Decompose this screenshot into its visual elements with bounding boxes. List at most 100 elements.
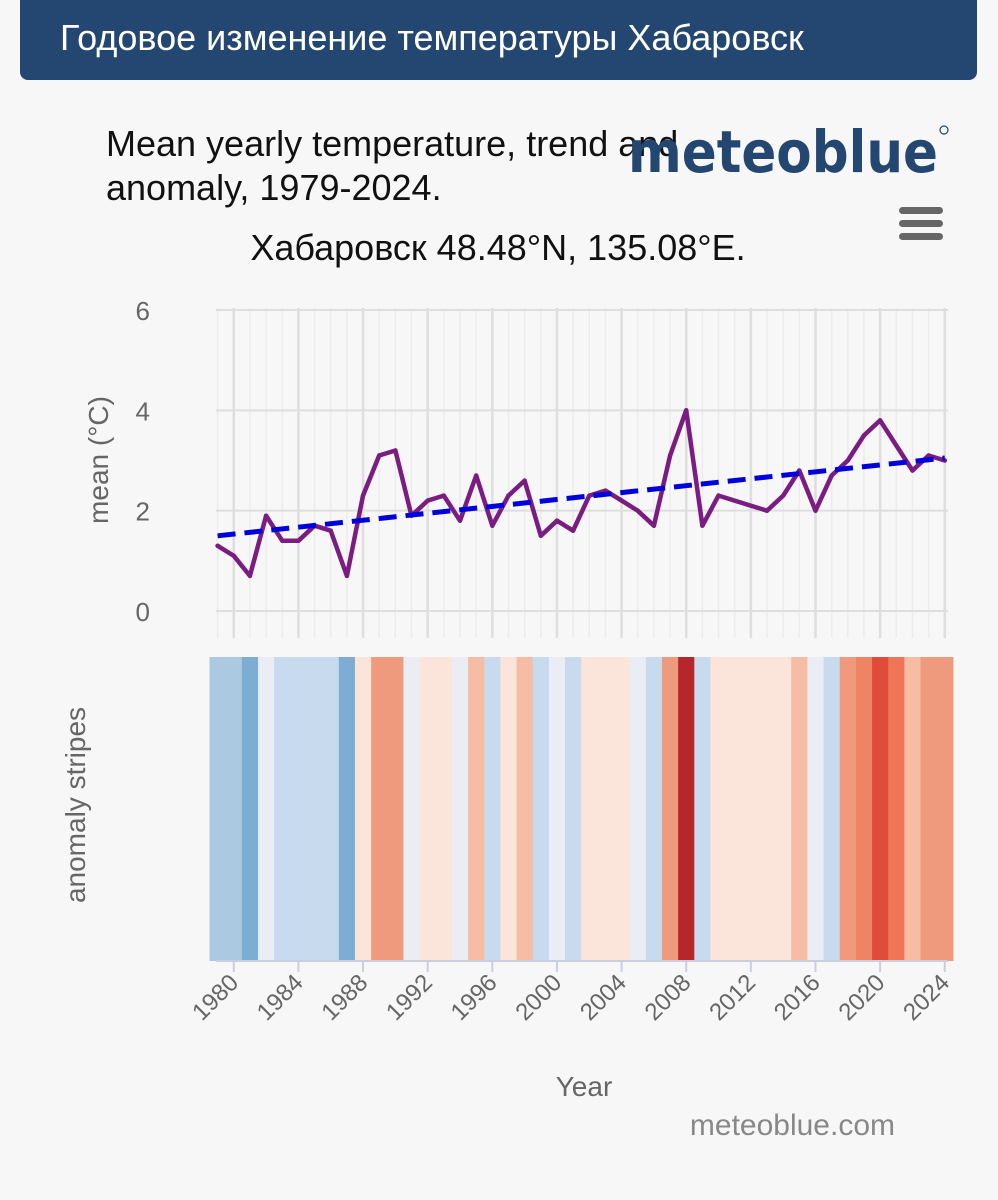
anomaly-stripe	[694, 657, 712, 961]
anomaly-stripe	[290, 657, 308, 961]
mean-point	[473, 473, 479, 478]
y-axis-label: mean (°C)	[83, 396, 114, 524]
mean-point	[554, 518, 560, 523]
x-tick-label: 2016	[769, 969, 826, 1026]
trend-line	[217, 455, 946, 539]
mean-point	[231, 553, 236, 559]
mean-point	[635, 508, 640, 513]
mean-point	[506, 493, 511, 498]
mean-point	[280, 538, 285, 543]
anomaly-stripe	[888, 657, 905, 961]
anomaly-stripe	[338, 657, 356, 961]
mean-point	[522, 478, 527, 483]
x-tick-label: 1988	[316, 969, 373, 1026]
chart-subtitle: Хабаровск 48.48°N, 135.08°E.	[250, 227, 745, 268]
anomaly-stripe	[468, 657, 485, 961]
mean-point	[570, 528, 576, 533]
anomaly-stripe	[419, 657, 437, 961]
y-tick-label: 6	[136, 296, 150, 326]
mean-point	[425, 498, 430, 503]
mean-point	[716, 493, 721, 498]
anomaly-stripe	[742, 657, 760, 961]
anomaly-stripe	[565, 657, 582, 961]
x-tick-label: 2008	[640, 969, 697, 1026]
anomaly-stripe	[322, 657, 340, 961]
x-tick-label: 1980	[187, 969, 244, 1026]
anomaly-stripe	[791, 657, 809, 961]
mean-point	[764, 508, 770, 513]
anomaly-stripe	[726, 657, 744, 961]
anomaly-stripe	[920, 657, 938, 961]
anomaly-stripe	[451, 657, 469, 961]
anomaly-stripe	[645, 657, 663, 961]
anomaly-stripe	[904, 657, 922, 961]
anomaly-stripe	[387, 657, 405, 961]
x-tick-label: 2000	[510, 969, 567, 1026]
mean-point	[845, 458, 851, 463]
anomaly-stripe	[403, 657, 421, 961]
mean-point	[813, 508, 818, 513]
grid-lines: 0 2 4 6	[136, 296, 948, 638]
anomaly-stripe	[807, 657, 825, 961]
anomaly-stripe	[936, 657, 954, 961]
mean-point	[684, 408, 689, 413]
anomaly-stripe	[484, 657, 501, 961]
registered-mark-icon	[939, 125, 949, 135]
anomaly-stripe	[629, 657, 647, 961]
mean-point	[490, 523, 495, 528]
mean-point	[877, 418, 883, 423]
y-tick-label: 2	[136, 497, 150, 527]
mean-point	[360, 493, 366, 498]
anomaly-stripe	[855, 657, 873, 961]
anomaly-stripe	[710, 657, 728, 961]
anomaly-stripe	[597, 657, 615, 961]
anomaly-stripe	[435, 657, 453, 961]
meteoblue-logo-text: meteoblue	[628, 118, 938, 186]
mean-point	[263, 513, 269, 518]
mean-point	[457, 518, 463, 523]
anomaly-stripe	[371, 657, 388, 961]
page-title: Годовое изменение температуры Хабаровск	[60, 17, 804, 58]
anomaly-stripe	[823, 657, 841, 961]
mean-point	[215, 543, 220, 548]
mean-point	[619, 498, 624, 503]
credit-text[interactable]: meteoblue.com	[690, 1109, 895, 1142]
x-tick-label: 2020	[834, 969, 891, 1026]
mean-point	[328, 528, 333, 533]
anomaly-stripe	[516, 657, 534, 961]
anomaly-stripe	[548, 657, 566, 961]
anomaly-stripe	[872, 657, 889, 961]
anomaly-stripe	[581, 657, 598, 961]
y-tick-label: 4	[136, 396, 150, 426]
x-tick-label: 1992	[381, 969, 438, 1026]
meteoblue-logo: meteoblue	[628, 118, 949, 186]
anomaly-stripe	[209, 657, 227, 961]
mean-point	[441, 493, 447, 498]
mean-point	[651, 523, 657, 528]
page-header: Годовое изменение температуры Хабаровск	[20, 0, 977, 80]
anomaly-stripe	[500, 657, 518, 961]
mean-point	[667, 453, 673, 458]
anomaly-stripe	[354, 657, 372, 961]
anomaly-stripe	[225, 657, 243, 961]
anomaly-stripe	[613, 657, 631, 961]
x-axis-label: Year	[556, 1071, 613, 1102]
x-tick-label: 1996	[446, 969, 503, 1026]
menu-icon[interactable]	[899, 207, 943, 240]
anomaly-stripe	[758, 657, 776, 961]
mean-point	[587, 493, 592, 498]
mean-point	[829, 473, 834, 478]
mean-point	[344, 573, 350, 579]
anomaly-stripe	[661, 657, 679, 961]
chart-title-line-2: anomaly, 1979-2024.	[106, 167, 442, 208]
mean-point	[894, 443, 899, 448]
anomaly-stripe	[306, 657, 324, 961]
mean-point	[700, 523, 705, 528]
axes: 1980 1984 1988 1992 1996 2000 2004 2008 2012 2016…	[187, 960, 955, 1026]
mean-point	[538, 533, 543, 538]
anomaly-stripe	[839, 657, 857, 961]
anomaly-stripe	[274, 657, 291, 961]
chart-title-line-1: Mean yearly temperature, trend and	[106, 123, 678, 164]
x-tick-label: 2012	[704, 969, 761, 1026]
mean-point	[926, 453, 931, 458]
